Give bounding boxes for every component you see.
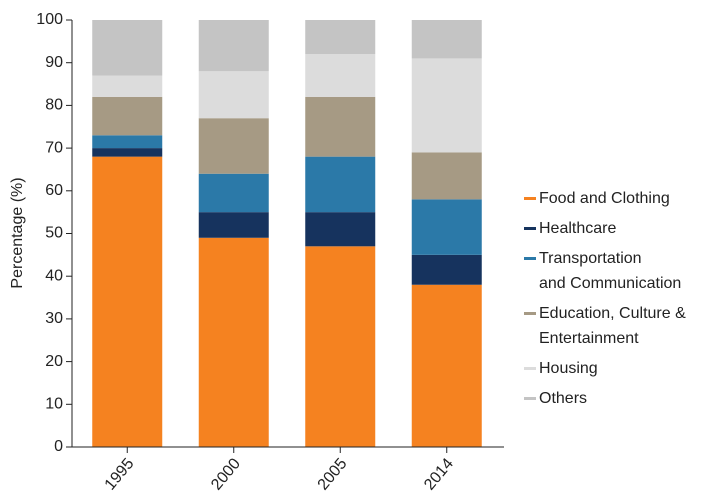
y-tick-label: 90 [45, 54, 63, 71]
y-tick-label: 50 [45, 225, 63, 242]
bar-segment [411, 284, 482, 447]
legend-swatch [524, 367, 536, 370]
y-tick-label: 100 [36, 11, 63, 28]
legend-label: Healthcare [539, 220, 617, 237]
bar-segment [411, 58, 482, 153]
bar-segment [411, 199, 482, 255]
bar-segment [305, 54, 376, 97]
bar-segment [305, 20, 376, 55]
x-tick-label: 1995 [102, 455, 138, 493]
bar-segment [411, 152, 482, 200]
legend-swatch [524, 312, 536, 315]
legend-swatch [524, 227, 536, 230]
bar-segment [92, 20, 163, 76]
y-tick-label: 30 [45, 310, 63, 327]
legend-label: Food and Clothing [539, 190, 670, 207]
bar-segment [92, 96, 163, 136]
legend-item: Education, Culture & Entertainment [524, 301, 686, 351]
bar-segment [92, 156, 163, 447]
bar-segment [198, 71, 269, 119]
legend-swatch [524, 397, 536, 400]
legend-swatch [524, 197, 536, 200]
bar-segment [305, 156, 376, 213]
y-tick-label: 20 [45, 353, 63, 370]
bar-segment [92, 75, 163, 97]
bar-segment [411, 20, 482, 59]
y-tick-label: 40 [45, 267, 63, 284]
bar-segment [198, 237, 269, 447]
x-tick-label: 2000 [208, 455, 244, 493]
y-tick-label: 60 [45, 182, 63, 199]
y-tick-label: 70 [45, 139, 63, 156]
y-tick-label: 10 [45, 396, 63, 413]
legend-item: Food and Clothing [524, 186, 686, 211]
bar-segment [198, 20, 269, 72]
bar-segment [198, 212, 269, 238]
legend: Food and Clothing Healthcare Transportatio… [524, 186, 686, 411]
x-tick-label: 2005 [315, 455, 351, 493]
bar-segment [305, 212, 376, 247]
bar-segment [92, 135, 163, 149]
legend-label: Others [539, 390, 588, 407]
bar-segment [92, 148, 163, 157]
legend-item: Others [524, 386, 686, 411]
bar-segment [198, 173, 269, 213]
legend-item: Transportation and Communication [524, 246, 686, 296]
legend-label: Housing [539, 360, 598, 377]
bar-segment [411, 254, 482, 285]
bar-segment [305, 246, 376, 447]
legend-label: Transportation and Communication [539, 250, 682, 292]
y-tick-label: 80 [45, 97, 63, 114]
bar-segment [305, 96, 376, 157]
legend-item: Healthcare [524, 216, 686, 241]
legend-item: Housing [524, 356, 686, 381]
legend-label: Education, Culture & Entertainment [539, 305, 686, 347]
y-tick-label: 0 [54, 438, 63, 455]
legend-swatch [524, 257, 536, 260]
x-tick-label: 2014 [421, 455, 457, 493]
bar-segment [198, 118, 269, 174]
y-axis-label: Percentage (%) [9, 177, 26, 288]
